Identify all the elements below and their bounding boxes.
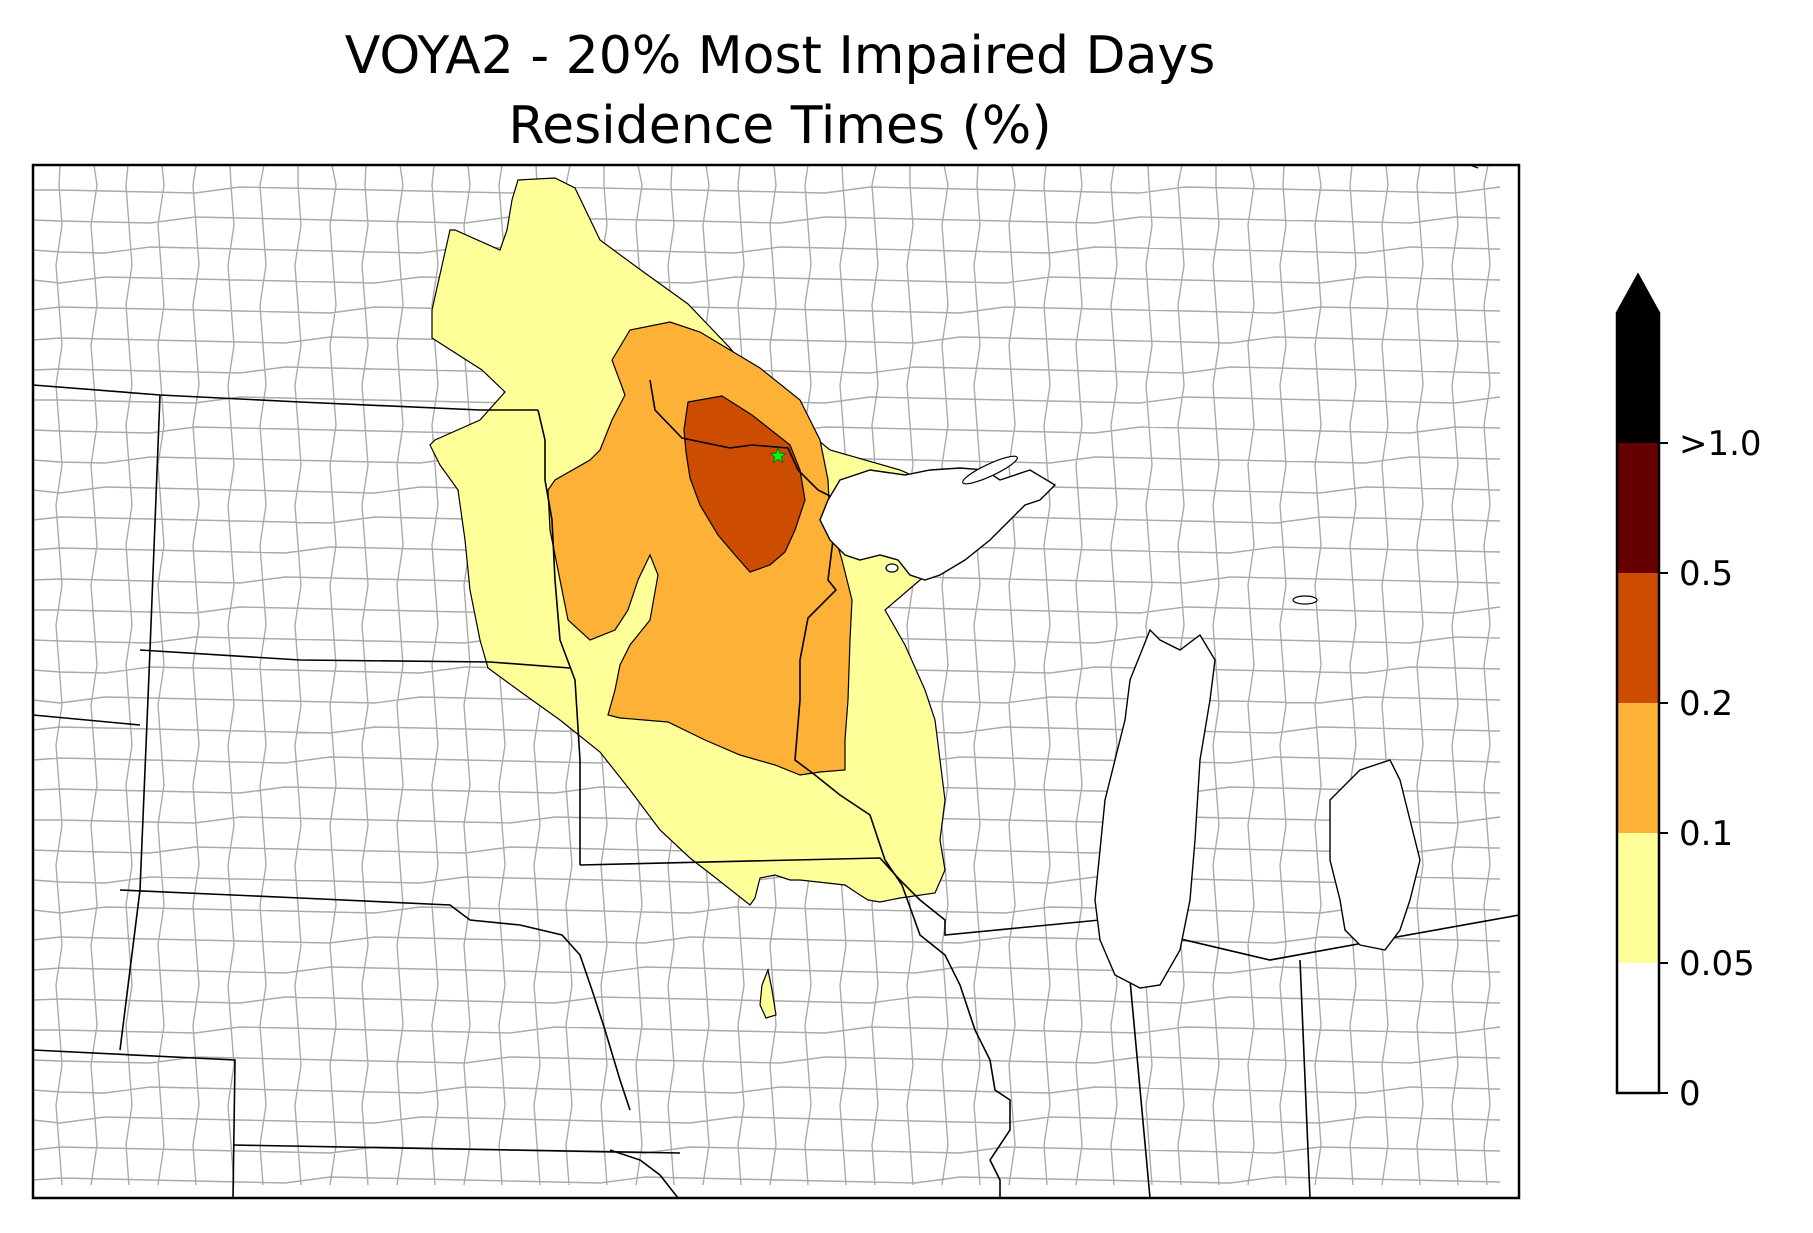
site-star-marker (769, 446, 787, 464)
map-content (33, 165, 1519, 1198)
colorbar-tick-label: 0.1 (1679, 814, 1733, 854)
colorbar-bin-0 (1617, 963, 1659, 1093)
colorbar-bin-1 (1617, 833, 1659, 963)
lake-huron (1329, 759, 1421, 951)
small-lakes (885, 455, 1318, 605)
colorbar-bin-3 (1617, 573, 1659, 703)
colorbar-tick-label: >1.0 (1679, 424, 1762, 464)
contour-0.05-0.1-island (759, 967, 777, 1019)
map-frame (31, 163, 1521, 1200)
colorbar-extend-bin (1617, 313, 1659, 443)
contour-0.2-0.5 (683, 395, 806, 573)
state-boundaries (33, 379, 1519, 1198)
colorbar-extend-arrow (1617, 275, 1659, 313)
colorbar-outline (1615, 272, 1661, 1095)
colorbar-tick-label: 0.5 (1679, 554, 1733, 594)
lake-michigan (1094, 628, 1216, 989)
great-lakes (819, 165, 1479, 989)
colorbar-tick-label: 0 (1679, 1074, 1701, 1114)
colorbar-tick-label: 0.2 (1679, 684, 1733, 724)
lake-superior (819, 467, 1057, 581)
colorbar: 0 0.05 0.1 0.2 0.5 >1.0 (1615, 272, 1762, 1114)
chart-title-line-1: VOYA2 - 20% Most Impaired Days (344, 26, 1216, 86)
colorbar-bin-4 (1617, 443, 1659, 573)
chart-title-line-2: Residence Times (%) (508, 96, 1052, 156)
colorbar-bin-2 (1617, 703, 1659, 833)
colorbar-tick-label: 0.05 (1679, 944, 1755, 984)
